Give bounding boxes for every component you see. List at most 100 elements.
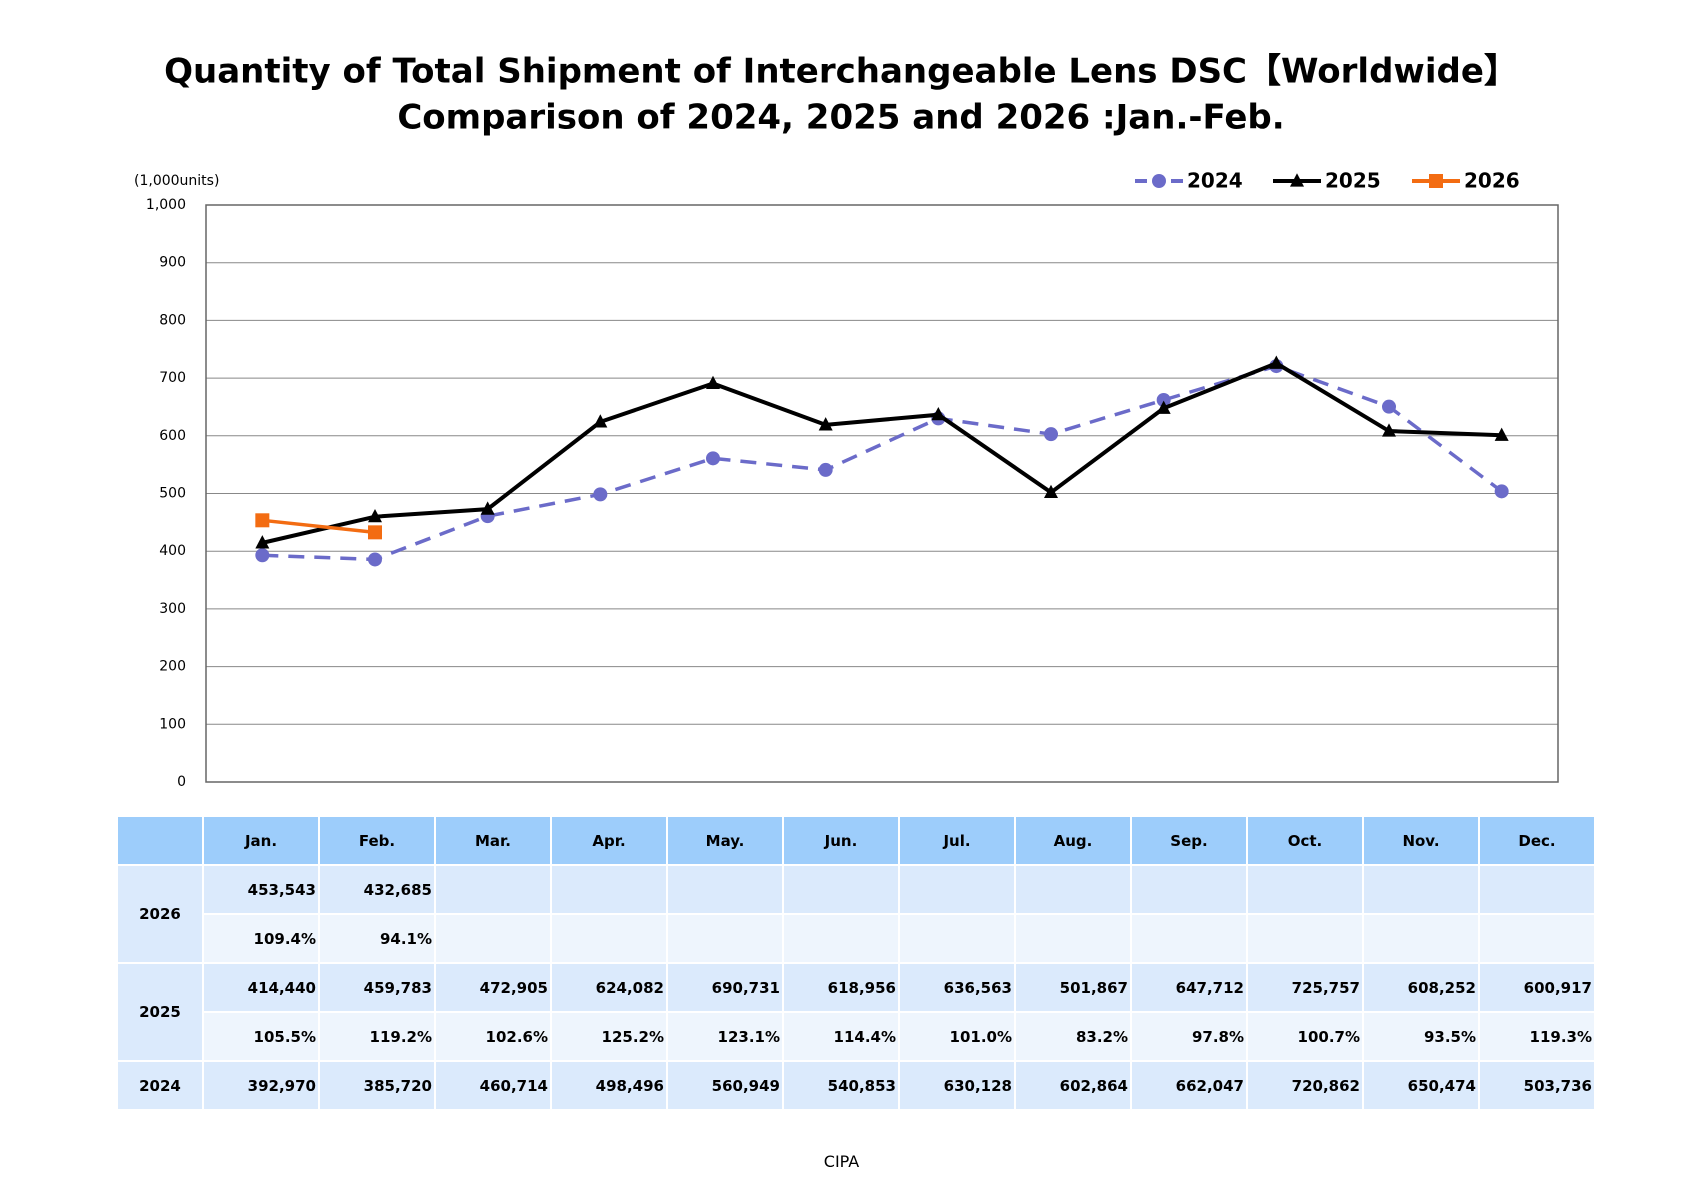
table-cell: 624,082 (552, 964, 666, 1011)
header-row: Jan. Feb. Mar. Apr. May. Jun. Jul. Aug. Sep. Oct.… (118, 817, 1594, 864)
table-cell: 560,949 (668, 1062, 782, 1109)
legend-label: 2024 (1187, 169, 1243, 193)
marker (255, 535, 270, 549)
y-tick-label: 1,000 (146, 197, 186, 213)
table-cell (1132, 866, 1246, 913)
table-cell: 608,252 (1364, 964, 1478, 1011)
marker (818, 417, 833, 431)
table-cell (436, 866, 550, 913)
marker (368, 552, 382, 567)
y-tick-label: 900 (159, 255, 186, 271)
header-cell: May. (668, 817, 782, 864)
table-cell (668, 866, 782, 913)
table-cell (900, 915, 1014, 962)
row-label: 2026 (118, 866, 202, 962)
y-tick-label: 400 (159, 543, 186, 559)
marker (255, 548, 270, 563)
table-cell (436, 915, 550, 962)
y-tick-label: 100 (159, 716, 186, 732)
marker (368, 509, 382, 523)
chart-title: Quantity of Total Shipment of Interchang… (164, 52, 1518, 92)
table-cell: 119.2% (320, 1013, 434, 1060)
marker (1494, 484, 1509, 499)
table-cell: 600,917 (1480, 964, 1594, 1011)
header-cell: Jun. (784, 817, 898, 864)
header-cell: Aug. (1016, 817, 1130, 864)
table-cell: 93.5% (1364, 1013, 1478, 1060)
marker (706, 375, 720, 390)
header-cell: Apr. (552, 817, 666, 864)
table-row: 105.5% 119.2% 102.6% 125.2% 123.1% 114.4% 101.… (118, 1013, 1594, 1060)
marker (931, 407, 946, 421)
table-cell: 101.0% (900, 1013, 1014, 1060)
header-cell: Nov. (1364, 817, 1478, 864)
series-line (261, 361, 1502, 545)
plot-frame (205, 204, 1559, 783)
table-cell: 385,720 (320, 1062, 434, 1109)
table-cell: 114.4% (784, 1013, 898, 1060)
table-row: 2026 453,543 432,685 (118, 866, 1594, 962)
table-cell (784, 866, 898, 913)
y-tick-label: 200 (159, 659, 186, 675)
y-tick-label: 700 (159, 370, 186, 386)
table-cell (1132, 915, 1246, 962)
table-cell (1480, 915, 1594, 962)
series-line (262, 364, 1503, 562)
series-line (262, 518, 376, 535)
table-cell: 392,970 (204, 1062, 318, 1109)
table-row: 2025 414,440 459,783 472,905 624,082 690,731 6… (118, 964, 1594, 1060)
marker (255, 513, 270, 528)
marker (1494, 427, 1509, 441)
y-tick-label: 500 (159, 486, 186, 502)
header-cell: Oct. (1248, 817, 1362, 864)
marker (368, 525, 382, 540)
legend-marker (1429, 174, 1443, 188)
table-cell (1364, 866, 1478, 913)
legend-label: 2026 (1464, 169, 1520, 193)
chart-subtitle: Comparison of 2024, 2025 and 2026 :Jan.-… (397, 98, 1284, 138)
header-cell: Jul. (900, 817, 1014, 864)
table-row: 2024 392,970 385,720 460,714 498,496 560,949 5… (118, 1062, 1594, 1109)
table-cell (668, 915, 782, 962)
table-cell: 498,496 (552, 1062, 666, 1109)
table-cell: 94.1% (320, 915, 434, 962)
table-cell: 102.6% (436, 1013, 550, 1060)
table-cell (552, 866, 666, 913)
table-cell: 119.3% (1480, 1013, 1594, 1060)
table-cell: 501,867 (1016, 964, 1130, 1011)
table-cell: 540,853 (784, 1062, 898, 1109)
table-cell: 125.2% (552, 1013, 666, 1060)
table-cell (1480, 866, 1594, 913)
chart: Quantity of Total Shipment of Interchang… (134, 52, 1559, 790)
marker (818, 462, 833, 477)
marker (1382, 399, 1396, 414)
marker (1156, 400, 1171, 414)
header-cell: Dec. (1480, 817, 1594, 864)
table-row: 109.4% 94.1% (118, 915, 1594, 962)
legend-marker (1152, 174, 1166, 188)
header-cell: Jan. (204, 817, 318, 864)
table-cell: 725,757 (1248, 964, 1362, 1011)
table-cell: 100.7% (1248, 1013, 1362, 1060)
table-cell: 602,864 (1016, 1062, 1130, 1109)
y-tick-label: 300 (159, 601, 186, 617)
y-axis-label: (1,000units) (134, 173, 219, 189)
table-cell: 105.5% (204, 1013, 318, 1060)
y-tick-label: 0 (177, 774, 186, 790)
header-cell: Feb. (320, 817, 434, 864)
table-cell (1016, 866, 1130, 913)
marker (1044, 427, 1058, 442)
header-cell (118, 817, 202, 864)
table-cell (1248, 915, 1362, 962)
table-cell: 460,714 (436, 1062, 550, 1109)
marker (1269, 355, 1284, 369)
table-cell (784, 915, 898, 962)
row-label: 2024 (118, 1062, 202, 1109)
table-cell: 662,047 (1132, 1062, 1246, 1109)
data-table: Jan. Feb. Mar. Apr. May. Jun. Jul. Aug. Sep. Oct.… (116, 815, 1596, 1111)
table-cell: 630,128 (900, 1062, 1014, 1109)
y-tick-label: 800 (159, 312, 186, 328)
table-cell: 720,862 (1248, 1062, 1362, 1109)
table-cell: 650,474 (1364, 1062, 1478, 1109)
